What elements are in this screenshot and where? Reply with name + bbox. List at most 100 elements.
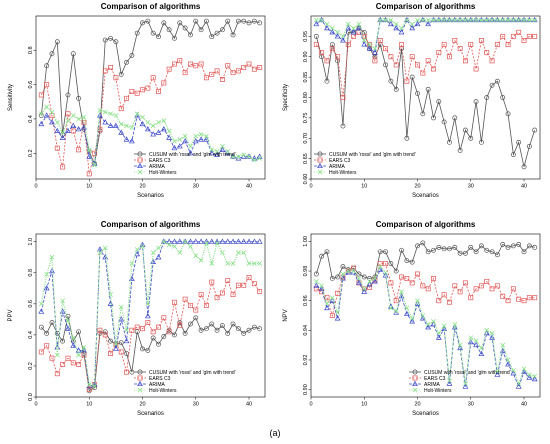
data-point xyxy=(38,301,44,307)
data-point xyxy=(313,282,320,288)
data-point xyxy=(489,17,495,23)
data-point xyxy=(366,45,373,51)
chart-svg: Comparison of algorithms 0 10 20 30 40 0.60 0.6… xyxy=(283,2,541,199)
data-point xyxy=(441,292,447,298)
data-point xyxy=(521,16,527,23)
data-point xyxy=(415,17,420,23)
data-point xyxy=(230,238,236,244)
data-point xyxy=(209,34,215,40)
data-point xyxy=(241,282,247,288)
x-tick-label: 0 xyxy=(34,184,37,190)
data-point xyxy=(60,164,66,170)
data-point xyxy=(414,300,421,306)
data-point xyxy=(462,280,468,286)
data-point xyxy=(198,132,204,137)
data-point xyxy=(224,238,231,244)
data-point xyxy=(447,139,452,145)
data-point xyxy=(494,283,500,289)
data-point xyxy=(209,147,215,153)
data-point xyxy=(335,54,341,60)
data-point xyxy=(532,295,538,301)
x-tick-label: 20 xyxy=(139,402,145,408)
series-line xyxy=(316,268,535,388)
data-point xyxy=(81,347,87,353)
legend-entry: EARS C3 xyxy=(329,158,351,164)
x-tick-label: 40 xyxy=(246,402,252,408)
data-point xyxy=(420,283,426,289)
data-point xyxy=(54,371,60,377)
data-point xyxy=(532,17,538,23)
data-point xyxy=(510,286,516,292)
data-point xyxy=(441,246,447,252)
data-point xyxy=(235,154,241,160)
data-point xyxy=(500,342,506,348)
x-tick-label: 30 xyxy=(193,402,199,408)
data-point xyxy=(225,149,231,154)
data-point xyxy=(129,53,135,58)
data-point xyxy=(387,20,394,27)
data-point xyxy=(500,95,506,100)
legend-entry: EARS C3 xyxy=(149,158,171,164)
legend-marker xyxy=(137,369,143,375)
data-point xyxy=(214,240,220,246)
data-point xyxy=(377,261,383,267)
data-point xyxy=(505,244,511,250)
series-line xyxy=(315,27,536,167)
legend-entry: CUSUM with 'rossi' and 'glm with trend' xyxy=(329,152,416,158)
data-point xyxy=(150,131,157,137)
plot-frame xyxy=(310,233,541,398)
data-point xyxy=(177,137,183,142)
data-point xyxy=(313,20,320,27)
data-point xyxy=(235,238,242,244)
data-point xyxy=(484,247,490,253)
data-point xyxy=(86,382,92,387)
data-point xyxy=(161,80,167,86)
data-point xyxy=(38,324,44,330)
data-point xyxy=(193,63,199,69)
data-point xyxy=(225,63,231,69)
data-point xyxy=(198,327,204,333)
data-point xyxy=(209,71,215,77)
data-point xyxy=(313,279,319,284)
data-point xyxy=(473,341,479,348)
data-point xyxy=(510,243,516,249)
data-point xyxy=(319,253,325,259)
data-point xyxy=(436,99,442,105)
data-point xyxy=(494,252,500,258)
chart-title: Comparison of algorithms xyxy=(101,2,201,11)
data-point xyxy=(505,357,511,363)
data-point xyxy=(436,50,442,56)
data-point xyxy=(324,249,330,255)
data-point xyxy=(230,321,236,327)
legend-marker xyxy=(137,387,143,393)
series-hw xyxy=(38,239,263,389)
data-point xyxy=(257,156,263,161)
npv-chart-panel: Comparison of algorithms 0 10 20 30 40 0.90 0.9… xyxy=(275,218,550,423)
data-point xyxy=(65,127,71,133)
data-point xyxy=(44,330,50,336)
y-tick-label: 0.90 xyxy=(303,384,309,395)
x-tick-label: 40 xyxy=(521,184,527,190)
data-point xyxy=(463,381,468,387)
data-point xyxy=(478,243,484,249)
data-point xyxy=(531,375,538,382)
data-point xyxy=(329,313,335,318)
data-point xyxy=(129,369,135,375)
data-point xyxy=(144,125,151,132)
data-point xyxy=(246,261,252,266)
legend-marker xyxy=(137,380,143,387)
data-point xyxy=(399,25,404,31)
data-point xyxy=(420,111,426,117)
data-point xyxy=(155,254,162,260)
data-point xyxy=(156,341,161,347)
data-point xyxy=(521,37,527,43)
data-point xyxy=(214,295,220,301)
data-point xyxy=(468,335,474,341)
data-point xyxy=(108,338,114,344)
data-point xyxy=(160,238,167,244)
data-point xyxy=(510,33,516,39)
data-point xyxy=(521,164,527,170)
chart-title: Comparison of algorithms xyxy=(376,220,476,229)
x-tick-label: 30 xyxy=(193,184,199,190)
data-point xyxy=(431,115,436,121)
